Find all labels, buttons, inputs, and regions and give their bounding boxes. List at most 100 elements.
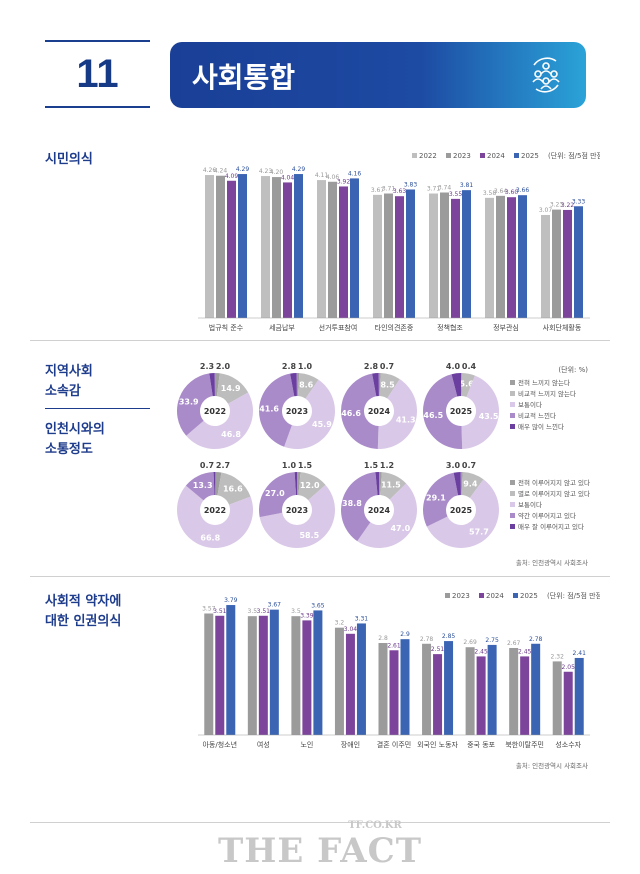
bar [422, 643, 432, 735]
donut-slice [461, 373, 462, 397]
bar [226, 605, 236, 735]
slice-label: 41.3 [396, 415, 416, 424]
slice-label: 0.7 [462, 461, 476, 470]
category-label: 타인의견존중 [375, 323, 414, 332]
bar [487, 644, 497, 735]
bar [444, 641, 454, 735]
donut-slice [423, 374, 463, 449]
bar [552, 209, 561, 318]
donut-2023: 12.0 58.5 27.0 1.51.0 2023 [259, 461, 335, 548]
category-label: 아동/청소년 [202, 740, 237, 749]
bar [258, 615, 268, 735]
bar [272, 177, 281, 318]
data-label: 3.74 [438, 185, 452, 192]
bar [205, 175, 214, 318]
category-label: 장애인 [341, 740, 360, 749]
data-label: 2.05 [562, 664, 576, 671]
slice-label: 8.5 [380, 380, 395, 389]
donut-slice [217, 472, 251, 505]
slice-label: 4.0 [446, 362, 461, 371]
year-label: 2025 [450, 506, 473, 515]
slice-label: 11.5 [381, 481, 401, 490]
bar [334, 627, 344, 735]
category-label: 여성 [257, 740, 270, 749]
category-label: 정책협조 [437, 323, 463, 332]
year-label: 2024 [368, 407, 391, 416]
slice-label: 47.0 [390, 524, 410, 533]
data-label: 3.55 [449, 191, 463, 198]
slice-label: 57.7 [469, 528, 489, 537]
bar [350, 178, 359, 318]
section-number: 11 [45, 40, 150, 108]
data-label: 3.64 [494, 188, 508, 195]
legend-swatch [510, 413, 515, 418]
bar [433, 654, 443, 735]
donut-slice [297, 373, 319, 399]
donut-slice [426, 479, 500, 548]
legend-swatch [510, 424, 515, 429]
legend-label: 2025 [521, 152, 539, 160]
data-label: 4.24 [214, 168, 228, 175]
slice-label: 12.0 [300, 481, 320, 490]
donut-slice [185, 472, 215, 501]
bar [356, 623, 366, 735]
donut-slice [379, 472, 382, 496]
bar [440, 192, 449, 318]
section-title-belonging: 지역사회 소속감 [45, 364, 93, 399]
slice-label: 8.6 [299, 381, 314, 390]
bar [552, 661, 562, 735]
donut-slice [379, 373, 381, 397]
data-label: 3.71 [427, 186, 441, 193]
donut-slice [216, 373, 249, 404]
bar [395, 196, 404, 318]
donut-slice [294, 472, 297, 496]
donut-slice [341, 472, 378, 542]
bar [462, 190, 471, 318]
slice-label: 2.7 [216, 461, 230, 470]
legend-label: 별로 이루어지지 않고 있다 [518, 489, 590, 498]
data-label: 2.9 [400, 631, 410, 638]
donut-slice [453, 472, 461, 496]
bar [261, 176, 270, 318]
bar [451, 198, 460, 318]
data-label: 3.67 [268, 602, 282, 609]
bar [563, 209, 572, 318]
slice-label: 1.0 [282, 461, 297, 470]
donut-slice [177, 485, 253, 548]
data-label: 3.22 [561, 202, 575, 209]
bar [291, 616, 301, 735]
legend-label: 보통이다 [518, 400, 542, 409]
bar [378, 643, 388, 735]
data-label: 3.51 [213, 608, 227, 615]
data-label: 3.66 [516, 187, 530, 194]
slice-label: 45.9 [312, 420, 332, 429]
bar [345, 633, 355, 735]
category-label: 법규칙 준수 [209, 323, 244, 332]
legend-label: 2022 [419, 152, 437, 160]
divider [45, 408, 150, 409]
data-label: 3.07 [539, 207, 553, 214]
bar [563, 671, 573, 735]
slice-label: 9.4 [463, 480, 478, 489]
bar [541, 214, 550, 318]
donut-2025: 5.6 43.5 46.5 0.44.0 2025 [423, 362, 499, 449]
slice-label: 58.5 [299, 531, 319, 540]
divider [30, 340, 610, 341]
donut-slice [259, 373, 295, 447]
data-label: 2.45 [474, 648, 488, 655]
source-note: 출처: 인천광역시 사회조사 [516, 761, 588, 770]
slice-label: 3.0 [446, 461, 461, 470]
donut-2022: 14.9 46.8 33.9 2.02.3 2022 [177, 362, 253, 449]
data-label: 3.65 [311, 602, 325, 609]
donut-slice [357, 483, 417, 548]
donut-slice [375, 472, 379, 496]
donut-slice [379, 373, 400, 399]
section-title-human-rights: 사회적 약자에 대한 인권의식 [45, 594, 122, 629]
bar [509, 647, 519, 735]
data-label: 2.41 [573, 650, 587, 657]
slice-label: 27.0 [265, 489, 285, 498]
legend-swatch [445, 593, 450, 598]
slice-label: 5.6 [460, 380, 475, 389]
category-label: 정부관심 [493, 323, 519, 332]
bar [429, 193, 438, 318]
